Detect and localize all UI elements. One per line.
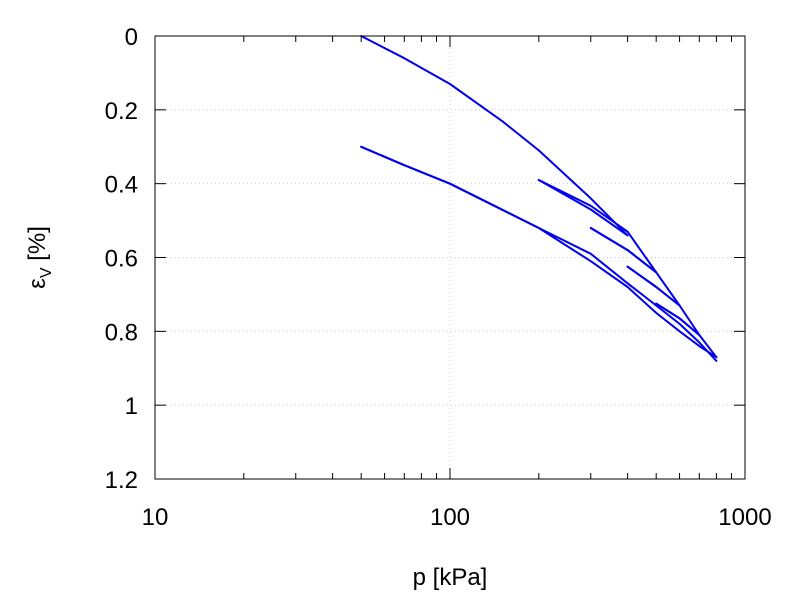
series-line-10 xyxy=(360,145,718,362)
grid xyxy=(155,36,745,479)
series-line-8 xyxy=(655,302,718,359)
series-line-0 xyxy=(360,35,629,237)
y-axis-title-unit: [%] xyxy=(24,226,51,267)
series-line-1 xyxy=(537,179,629,237)
tick-labels: 10 100 1000 0 0.2 0.4 0.6 0.8 1 1.2 xyxy=(105,24,772,531)
x-axis-title: p [kPa] xyxy=(413,564,488,591)
y-axis-title-sub: V xyxy=(38,267,55,278)
series-line-6 xyxy=(626,265,701,336)
y-axis-title: εV [%] xyxy=(24,226,55,289)
y-tick-label: 0.6 xyxy=(105,246,138,273)
y-axis-title-main: ε xyxy=(24,278,51,289)
y-tick-label: 1.2 xyxy=(105,467,138,494)
x-tick-label: 10 xyxy=(142,504,169,531)
series-line-9 xyxy=(360,145,718,359)
series-layer xyxy=(360,35,718,362)
series-line-2 xyxy=(537,179,658,274)
y-tick-label: 0.2 xyxy=(105,98,138,125)
y-tick-label: 0 xyxy=(125,24,138,51)
y-tick-label: 1 xyxy=(125,393,138,420)
y-tick-label: 0.8 xyxy=(105,319,138,346)
x-tick-label: 1000 xyxy=(718,504,771,531)
series-line-4 xyxy=(589,227,681,307)
ticks xyxy=(154,35,746,480)
x-tick-label: 100 xyxy=(430,504,470,531)
y-tick-label: 0.4 xyxy=(105,172,138,199)
